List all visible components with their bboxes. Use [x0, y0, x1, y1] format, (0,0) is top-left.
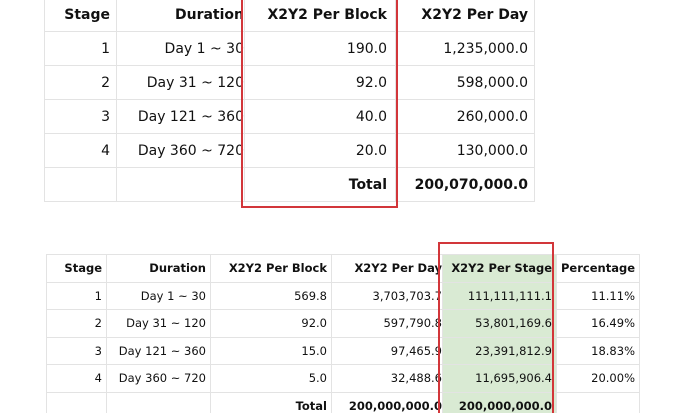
table-row: 3 Day 121 ~ 360 40.0 260,000.0 — [44, 99, 535, 134]
table-header-row: Stage Duration X2Y2 Per Block X2Y2 Per D… — [46, 254, 640, 283]
cell-per-stage: 53,801,169.6 — [442, 309, 557, 338]
cell-per-day: 97,465.9 — [331, 336, 443, 365]
cell-duration: Day 31 ~ 120 — [106, 309, 211, 338]
cell-per-day: 1,235,000.0 — [395, 31, 535, 66]
cell-stage: 2 — [46, 309, 107, 338]
cell-per-block: 15.0 — [210, 336, 332, 365]
cell-empty — [116, 167, 245, 202]
cell-per-day: 597,790.8 — [331, 309, 443, 338]
header-duration: Duration — [116, 0, 245, 32]
cell-per-stage: 111,111,111.1 — [442, 281, 557, 310]
total-value: 200,070,000.0 — [395, 167, 535, 202]
header-stage: Stage — [44, 0, 117, 32]
cell-duration: Day 360 ~ 720 — [116, 133, 245, 168]
cell-stage: 4 — [44, 133, 117, 168]
cell-per-block: 569.8 — [210, 281, 332, 310]
header-percentage: Percentage — [556, 254, 640, 283]
header-duration: Duration — [106, 254, 211, 283]
cell-percentage: 11.11% — [556, 281, 640, 310]
cell-percentage: 20.00% — [556, 364, 640, 393]
header-per-stage: X2Y2 Per Stage — [442, 254, 557, 283]
cell-per-day: 130,000.0 — [395, 133, 535, 168]
total-row: Total 200,000,000.0 200,000,000.0 — [46, 391, 640, 413]
total-label: Total — [210, 391, 332, 413]
cell-duration: Day 1 ~ 30 — [106, 281, 211, 310]
table-row: 2 Day 31 ~ 120 92.0 598,000.0 — [44, 65, 535, 100]
total-row: Total 200,070,000.0 — [44, 167, 535, 202]
cell-per-stage: 11,695,906.4 — [442, 364, 557, 393]
cell-per-day: 32,488.6 — [331, 364, 443, 393]
emission-schedule-table: Stage Duration X2Y2 Per Block X2Y2 Per D… — [44, 0, 535, 202]
cell-stage: 1 — [44, 31, 117, 66]
cell-duration: Day 1 ~ 30 — [116, 31, 245, 66]
cell-stage: 4 — [46, 364, 107, 393]
cell-percentage: 16.49% — [556, 309, 640, 338]
cell-empty — [44, 167, 117, 202]
cell-stage: 2 — [44, 65, 117, 100]
header-per-day: X2Y2 Per Day — [395, 0, 535, 32]
cell-percentage: 18.83% — [556, 336, 640, 365]
header-per-block: X2Y2 Per Block — [244, 0, 396, 32]
table-row: 3 Day 121 ~ 360 15.0 97,465.9 23,391,812… — [46, 336, 640, 365]
cell-per-day: 3,703,703.7 — [331, 281, 443, 310]
table-row: 4 Day 360 ~ 720 20.0 130,000.0 — [44, 133, 535, 168]
cell-per-block: 40.0 — [244, 99, 396, 134]
header-stage: Stage — [46, 254, 107, 283]
cell-stage: 1 — [46, 281, 107, 310]
cell-per-block: 92.0 — [244, 65, 396, 100]
cell-per-block: 20.0 — [244, 133, 396, 168]
table-row: 1 Day 1 ~ 30 569.8 3,703,703.7 111,111,1… — [46, 281, 640, 310]
cell-per-block: 5.0 — [210, 364, 332, 393]
table-row: 1 Day 1 ~ 30 190.0 1,235,000.0 — [44, 31, 535, 66]
table-row: 2 Day 31 ~ 120 92.0 597,790.8 53,801,169… — [46, 309, 640, 338]
cell-empty — [106, 391, 211, 413]
cell-empty — [46, 391, 107, 413]
cell-per-day: 598,000.0 — [395, 65, 535, 100]
cell-stage: 3 — [46, 336, 107, 365]
cell-duration: Day 31 ~ 120 — [116, 65, 245, 100]
table-header-row: Stage Duration X2Y2 Per Block X2Y2 Per D… — [44, 0, 535, 32]
total-per-stage: 200,000,000.0 — [442, 391, 557, 413]
cell-per-stage: 23,391,812.9 — [442, 336, 557, 365]
cell-duration: Day 121 ~ 360 — [116, 99, 245, 134]
header-per-block: X2Y2 Per Block — [210, 254, 332, 283]
revised-emission-table: Stage Duration X2Y2 Per Block X2Y2 Per D… — [46, 254, 640, 413]
header-per-day: X2Y2 Per Day — [331, 254, 443, 283]
cell-per-block: 92.0 — [210, 309, 332, 338]
cell-stage: 3 — [44, 99, 117, 134]
cell-empty — [556, 391, 640, 413]
table-row: 4 Day 360 ~ 720 5.0 32,488.6 11,695,906.… — [46, 364, 640, 393]
total-label: Total — [244, 167, 396, 202]
cell-per-block: 190.0 — [244, 31, 396, 66]
cell-duration: Day 360 ~ 720 — [106, 364, 211, 393]
cell-per-day: 260,000.0 — [395, 99, 535, 134]
cell-duration: Day 121 ~ 360 — [106, 336, 211, 365]
total-per-day: 200,000,000.0 — [331, 391, 443, 413]
